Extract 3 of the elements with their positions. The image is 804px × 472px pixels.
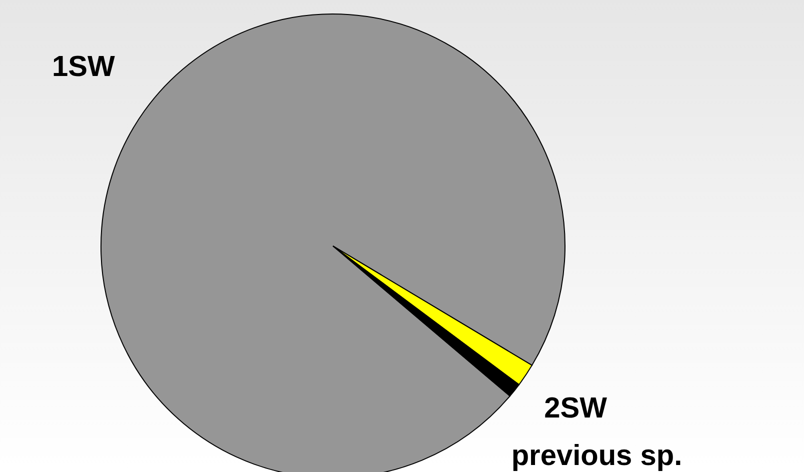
slice-label: 2SW (544, 392, 608, 425)
slice-label: previous sp. (511, 440, 682, 472)
slice-label: 1SW (52, 51, 116, 84)
